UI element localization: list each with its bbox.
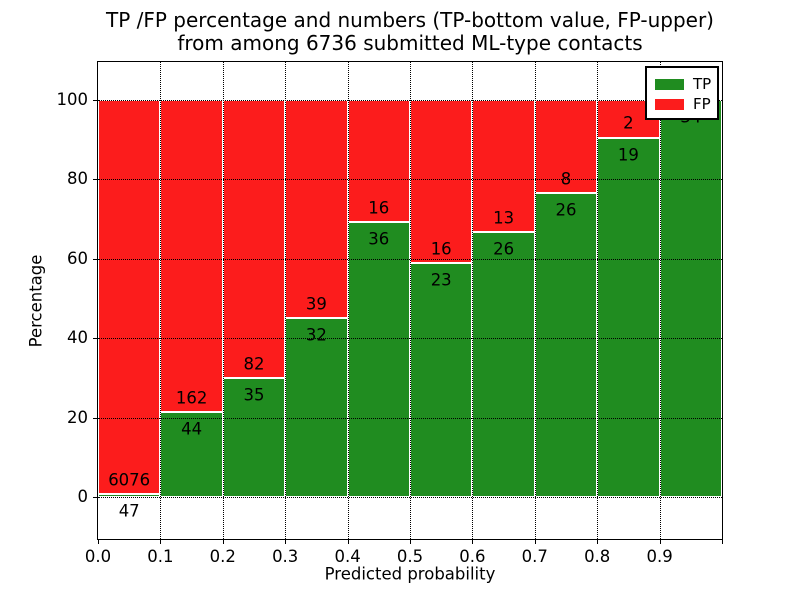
x-tick-label-0.2: 0.2 bbox=[209, 547, 236, 566]
x-tick-7 bbox=[534, 539, 536, 544]
y-tick-20 bbox=[93, 417, 98, 419]
tp-count-label-1: 44 bbox=[181, 419, 203, 439]
x-tick-4 bbox=[347, 539, 349, 544]
x-tick-1 bbox=[160, 539, 162, 544]
x-tick-2 bbox=[222, 539, 224, 544]
y-tick-80 bbox=[93, 179, 98, 181]
x-gridline-1 bbox=[160, 62, 162, 539]
bar-tp-segment-1 bbox=[160, 412, 223, 498]
x-tick-8 bbox=[597, 539, 599, 544]
fp-count-label-4: 16 bbox=[368, 198, 390, 218]
fp-count-label-3: 39 bbox=[305, 294, 327, 314]
chart-title: TP /FP percentage and numbers (TP-bottom… bbox=[98, 9, 722, 55]
x-tick-5 bbox=[410, 539, 411, 544]
chart-title-line1: TP /FP percentage and numbers (TP-bottom… bbox=[106, 8, 714, 32]
y-tick-label-20: 20 bbox=[67, 407, 88, 427]
bar-fp-segment-4 bbox=[347, 99, 410, 223]
tp-count-label-8: 19 bbox=[617, 145, 639, 165]
x-gridline-5 bbox=[410, 62, 411, 539]
bar-fp-segment-3 bbox=[285, 99, 348, 319]
fp-count-label-8: 2 bbox=[623, 113, 634, 133]
fp-count-label-1: 162 bbox=[175, 388, 208, 408]
bar-fp-segment-1 bbox=[160, 99, 223, 413]
bar-tp-segment-4 bbox=[347, 222, 410, 498]
y-tick-40 bbox=[93, 338, 98, 340]
x-tick-label-0.6: 0.6 bbox=[459, 547, 486, 566]
x-gridline-7 bbox=[534, 62, 536, 539]
y-tick-label-40: 40 bbox=[67, 328, 88, 348]
tp-count-label-7: 26 bbox=[555, 200, 577, 220]
x-tick-3 bbox=[285, 539, 287, 544]
y-tick-label-80: 80 bbox=[67, 169, 88, 189]
tp-legend-label: TP bbox=[693, 74, 712, 93]
tp-count-label-5: 23 bbox=[430, 270, 452, 290]
x-tick-9 bbox=[659, 539, 661, 544]
tp-count-label-2: 35 bbox=[243, 385, 265, 405]
x-gridline-9 bbox=[659, 62, 661, 539]
fp-count-label-5: 16 bbox=[430, 239, 452, 259]
x-tick-6 bbox=[472, 539, 474, 544]
x-tick-label-0.3: 0.3 bbox=[272, 547, 299, 566]
legend-entry-tp: TP bbox=[647, 74, 717, 94]
x-tick-label-0.9: 0.9 bbox=[646, 547, 673, 566]
x-gridline-2 bbox=[222, 62, 224, 539]
bar-tp-segment-5 bbox=[410, 262, 473, 498]
bar-fp-segment-0 bbox=[98, 99, 161, 495]
y-tick-label-100: 100 bbox=[56, 89, 89, 109]
bar-tp-segment-6 bbox=[472, 232, 535, 498]
bar-tp-segment-0 bbox=[98, 494, 161, 498]
x-tick-label-0.4: 0.4 bbox=[334, 547, 361, 566]
bar-tp-segment-8 bbox=[597, 137, 660, 498]
x-axis-label: Predicted probability bbox=[324, 564, 496, 584]
tp-count-label-3: 32 bbox=[305, 325, 327, 345]
y-tick-60 bbox=[93, 258, 98, 260]
fp-count-label-6: 13 bbox=[493, 208, 515, 228]
fp-count-label-0: 6076 bbox=[108, 470, 151, 490]
x-tick-label-0.0: 0.0 bbox=[84, 547, 112, 566]
x-tick-10 bbox=[722, 539, 723, 544]
x-tick-label-0.7: 0.7 bbox=[521, 547, 548, 566]
fp-count-label-2: 82 bbox=[243, 354, 265, 374]
bar-tp-segment-2 bbox=[222, 378, 286, 498]
x-gridline-8 bbox=[597, 62, 599, 539]
chart-title-line2: from among 6736 submitted ML-type contac… bbox=[177, 31, 643, 55]
bar-tp-segment-3 bbox=[285, 318, 348, 498]
x-gridline-4 bbox=[347, 62, 349, 539]
legend-entry-fp: FP bbox=[647, 94, 717, 114]
y-tick-100 bbox=[93, 99, 98, 101]
x-tick-label-0.8: 0.8 bbox=[584, 547, 611, 566]
bar-tp-segment-9 bbox=[659, 99, 722, 498]
x-tick-label-0.1: 0.1 bbox=[147, 547, 174, 566]
y-tick-label-0: 0 bbox=[77, 487, 89, 507]
fp-legend-swatch bbox=[655, 98, 684, 110]
x-gridline-6 bbox=[472, 62, 474, 539]
bar-tp-segment-7 bbox=[534, 193, 598, 498]
fp-legend-label: FP bbox=[693, 94, 711, 113]
tp-legend-swatch bbox=[655, 78, 684, 90]
x-gridline-3 bbox=[285, 62, 287, 539]
fp-count-label-7: 8 bbox=[560, 169, 572, 189]
tp-count-label-6: 26 bbox=[493, 239, 515, 259]
bar-fp-segment-2 bbox=[222, 99, 286, 379]
legend: TP FP bbox=[645, 66, 719, 120]
x-tick-label-0.5: 0.5 bbox=[396, 547, 424, 566]
y-tick-0 bbox=[93, 497, 98, 499]
tp-count-label-0: 47 bbox=[118, 501, 140, 521]
y-tick-label-60: 60 bbox=[67, 248, 88, 268]
x-tick-0 bbox=[98, 539, 99, 544]
tp-count-label-4: 36 bbox=[368, 229, 390, 249]
